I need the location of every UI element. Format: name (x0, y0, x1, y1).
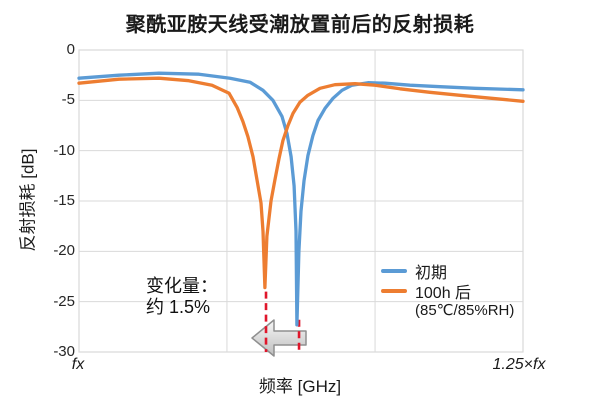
legend: 初期 100h 后 (85℃/85%RH) (381, 261, 514, 321)
legend-label-100h: 100h 后 (415, 285, 472, 302)
series-line-100h (77, 76, 525, 290)
legend-line-swatch-initial (381, 269, 407, 273)
x-tick-125fx: 1.25×fx (492, 356, 546, 373)
y-tick-label: 0 (66, 41, 75, 58)
annotation-line1: 变化量： (146, 276, 218, 296)
y-tick-label: -5 (61, 91, 75, 109)
legend-line-swatch-100h (381, 289, 407, 293)
legend-item-100h: 100h 后 (381, 281, 514, 302)
change-annotation: 变化量： 约 1.5% (146, 276, 218, 318)
y-tick-label: -10 (53, 141, 75, 159)
y-tick-label: -15 (53, 192, 75, 209)
x-axis-title: 频率 [GHz] (258, 377, 342, 396)
series-line-initial (77, 71, 525, 327)
x-tick-fx: fx (71, 356, 85, 373)
legend-sublabel-conditions: (85℃/85%RH) (415, 302, 515, 319)
chart-title: 聚酰亚胺天线受潮放置前后的反射损耗 (125, 14, 475, 36)
y-tick-label: -25 (53, 292, 75, 310)
annotation-line2: 约 1.5% (146, 297, 211, 317)
legend-label-initial: 初期 (415, 265, 448, 282)
legend-item-initial: 初期 (381, 261, 514, 282)
y-tick-label: -20 (53, 242, 75, 260)
y-tick-label: -30 (53, 343, 75, 360)
